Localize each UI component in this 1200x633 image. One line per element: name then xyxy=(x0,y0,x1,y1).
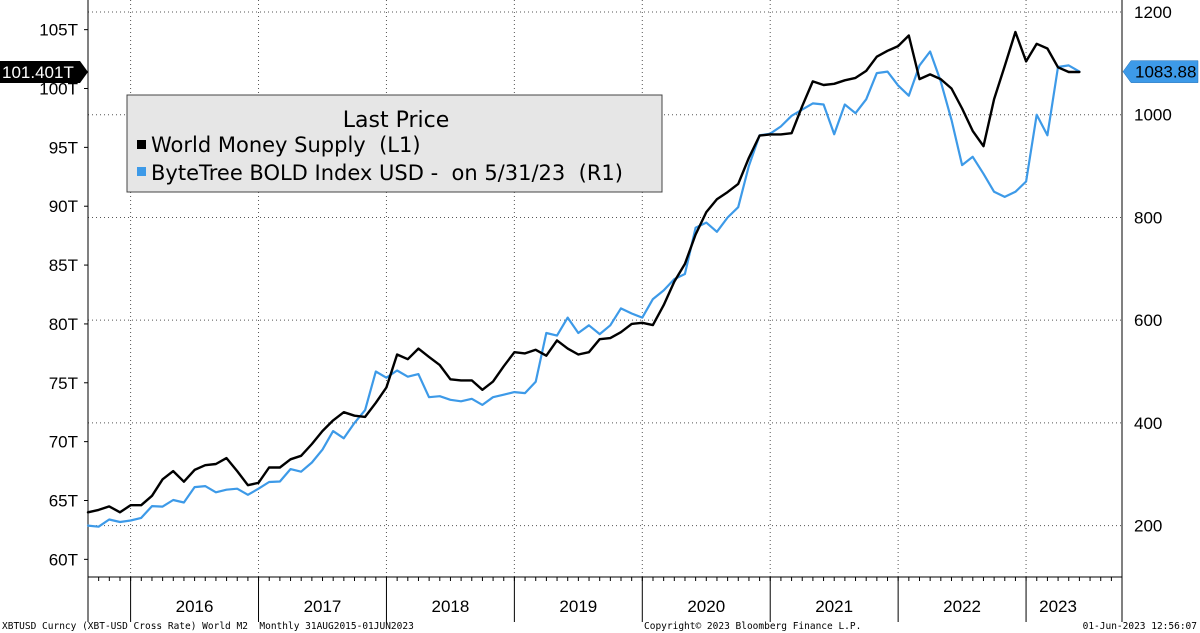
footer-timestamp: 01-Jun-2023 12:56:07 xyxy=(1083,621,1197,632)
x-axis-year-labels: 2016 2017 2018 2019 2020 2021 2022 2023 xyxy=(176,597,1077,616)
year-label: 2018 xyxy=(431,597,469,616)
left-tick-label: 65T xyxy=(49,491,78,510)
legend-swatch-world-money-supply xyxy=(137,140,146,149)
footer-copyright: Copyright© 2023 Bloomberg Finance L.P. xyxy=(644,621,861,632)
year-label: 2020 xyxy=(687,597,725,616)
legend: Last Price World Money Supply (L1) ByteT… xyxy=(126,94,663,193)
right-last-value-label: 1083.88 xyxy=(1135,63,1196,82)
year-label: 2016 xyxy=(176,597,214,616)
left-last-value-tag-shape xyxy=(0,61,88,84)
left-tick-label: 75T xyxy=(49,374,78,393)
series-line-bold-index xyxy=(86,50,1081,528)
left-tick-label: 80T xyxy=(49,315,78,334)
legend-label-bold-index: ByteTree BOLD Index USD - on 5/31/23 (R1… xyxy=(151,161,623,185)
year-label: 2022 xyxy=(943,597,981,616)
right-tick-label: 400 xyxy=(1134,414,1162,433)
gridlines xyxy=(88,0,1122,577)
right-tick-label: 800 xyxy=(1134,208,1162,227)
footer-source: XBTUSD Curncy (XBT-USD Cross Rate) World… xyxy=(2,621,414,632)
year-label: 2019 xyxy=(559,597,597,616)
right-last-value-tag-shape xyxy=(1122,60,1199,83)
year-label: 2021 xyxy=(815,597,853,616)
right-tick-label: 1200 xyxy=(1134,3,1172,22)
left-last-value-tag: 101.401T xyxy=(0,61,88,84)
right-tick-label: 200 xyxy=(1134,517,1162,536)
year-label: 2017 xyxy=(304,597,342,616)
left-tick-label: 90T xyxy=(49,197,78,216)
left-tick-label: 100T xyxy=(39,80,78,99)
left-tick-label: 105T xyxy=(39,21,78,40)
left-tick-label: 95T xyxy=(49,138,78,157)
axes xyxy=(84,0,1123,622)
legend-title: Last Price xyxy=(343,108,450,133)
right-tick-label: 1000 xyxy=(1134,106,1172,125)
right-tick-label: 600 xyxy=(1134,311,1162,330)
series-line-world-money-supply xyxy=(86,30,1081,514)
left-tick-label: 60T xyxy=(49,550,78,569)
legend-box xyxy=(126,94,663,193)
right-last-value-tag: 1083.88 xyxy=(1122,60,1199,83)
series-lines xyxy=(86,30,1081,528)
left-last-value-label: 101.401T xyxy=(2,63,74,82)
left-tick-label: 70T xyxy=(49,433,78,452)
legend-swatch-bold-index xyxy=(137,167,146,176)
left-axis-tick-labels: 60T 65T 70T 75T 80T 85T 90T 95T 100T 105T xyxy=(39,21,78,570)
year-label: 2023 xyxy=(1039,597,1077,616)
right-axis-tick-labels: 200 400 600 800 1000 1200 xyxy=(1134,3,1172,536)
left-tick-label: 85T xyxy=(49,256,78,275)
legend-label-world-money-supply: World Money Supply (L1) xyxy=(151,133,421,157)
